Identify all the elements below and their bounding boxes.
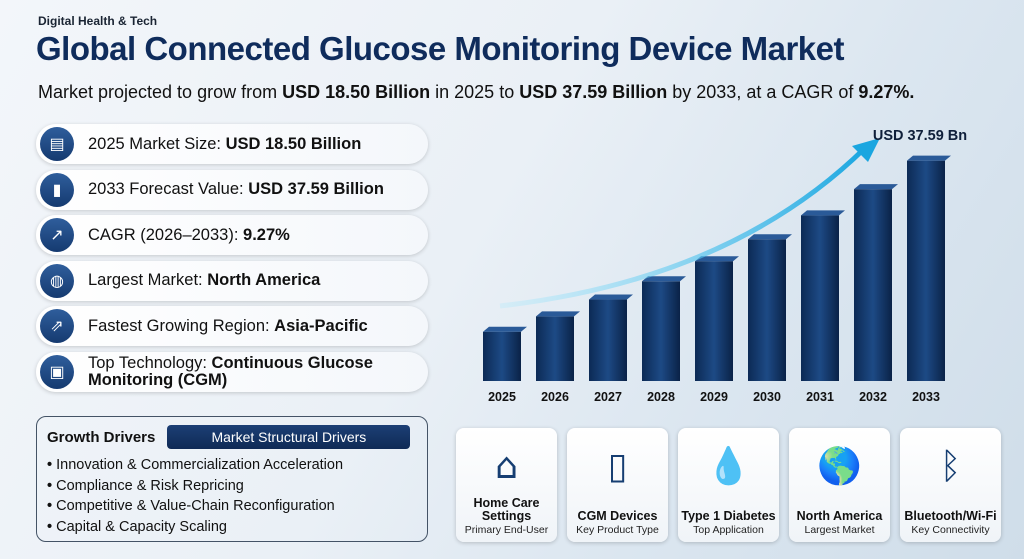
stat-value: Continuous Glucose Monitoring (CGM) (88, 353, 373, 389)
chip-icon: ▣ (40, 354, 74, 389)
bar-top-2026 (536, 311, 580, 317)
bar-top-2031 (801, 210, 845, 216)
bar-top-2025 (483, 326, 527, 332)
stat-text: Largest Market: North America (88, 272, 320, 289)
stat-label: 2033 Forecast Value: (88, 180, 249, 198)
x-tick-label: 2032 (859, 390, 887, 404)
bar-2028 (642, 281, 680, 381)
stat-item: ⇗ Fastest Growing Region: Asia-Pacific (36, 306, 428, 346)
x-tick-label: 2033 (912, 390, 940, 404)
x-tick-label: 2030 (753, 390, 781, 404)
x-tick-label: 2029 (700, 390, 728, 404)
stat-item: ▤ 2025 Market Size: USD 18.50 Billion (36, 124, 428, 164)
x-tick-label: 2028 (647, 390, 675, 404)
x-tick-label: 2025 (488, 390, 516, 404)
growth-arrow-line (499, 146, 867, 309)
x-tick-label: 2026 (541, 390, 569, 404)
stat-item: ▣ Top Technology: Continuous Glucose Moni… (36, 351, 428, 392)
card-subtitle: Primary End-User (464, 524, 549, 536)
card-title: Bluetooth/Wi-Fi (904, 509, 997, 523)
drivers-badge: Market Structural Drivers (167, 425, 411, 449)
home-care-icon: ⌂ (495, 445, 518, 487)
bar-top-2032 (854, 184, 898, 190)
card-title: Home Care Settings (473, 496, 540, 523)
x-tick-label: 2027 (594, 390, 622, 404)
stat-text: Top Technology: Continuous Glucose Monit… (88, 353, 428, 389)
stat-label: Fastest Growing Region: (88, 316, 275, 335)
briefcase-icon: ▤ (40, 127, 74, 161)
driver-item: Innovation & Commercialization Accelerat… (47, 455, 417, 476)
bar-2025 (483, 331, 521, 381)
glucose-meter-icon: ▯ (607, 445, 628, 487)
stat-text: 2033 Forecast Value: USD 37.59 Billion (88, 181, 384, 198)
stat-item: ↗ CAGR (2026–2033): 9.27% (36, 215, 428, 255)
stat-value: North America (207, 271, 321, 289)
card-title: North America (796, 509, 883, 523)
globe-icon: ◍ (40, 263, 74, 298)
bar-2032 (854, 189, 892, 381)
page-title: Global Connected Glucose Monitoring Devi… (36, 30, 844, 67)
driver-item: Compliance & Risk Repricing (47, 476, 417, 497)
stat-text: Fastest Growing Region: Asia-Pacific (88, 316, 368, 335)
subtitle-value-2025: USD 18.50 Billion (282, 82, 431, 102)
highlight-cards: ⌂ Home Care Settings Primary End-User ▯ CGM … (456, 428, 1001, 542)
subtitle-text: by 2033, at a CAGR of (667, 82, 859, 102)
bar-2031 (801, 215, 839, 381)
trend-up-icon: ⇗ (40, 309, 74, 343)
card-subtitle: Largest Market (804, 524, 875, 536)
driver-item: Competitive & Value-Chain Reconfiguratio… (47, 496, 417, 517)
bar-2029 (695, 261, 733, 381)
growth-drivers-panel: Growth Drivers Market Structural Drivers … (36, 416, 428, 542)
north-america-map-icon: 🌎 (817, 446, 862, 487)
market-bar-chart: 2025 2026 2027 2028 2029 2030 2031 2032 2033 USD … (483, 128, 967, 404)
highlight-card: ▯ CGM Devices Key Product Type (567, 428, 668, 542)
subtitle-text: in 2025 to (430, 82, 520, 102)
highlight-card: 🌎 North America Largest Market (789, 428, 890, 542)
insulin-check-icon: 💧 (706, 446, 751, 487)
card-subtitle: Top Application (693, 524, 764, 536)
card-title: CGM Devices (577, 509, 658, 523)
subtitle: Market projected to grow from USD 18.50 … (38, 82, 914, 103)
highlight-card: ᛒ Bluetooth/Wi-Fi Key Connectivity (900, 428, 1001, 542)
bar-top-2030 (748, 234, 792, 240)
stat-label: Largest Market: (88, 271, 208, 289)
growth-chart-icon: ↗ (40, 218, 74, 252)
stat-text: 2025 Market Size: USD 18.50 Billion (88, 134, 362, 153)
subtitle-value-2033: USD 37.59 Billion (519, 82, 668, 102)
highlight-card: ⌂ Home Care Settings Primary End-User (456, 428, 557, 542)
stat-value: Asia-Pacific (274, 316, 368, 335)
arrow-head-icon (852, 138, 880, 162)
bar-2026 (536, 316, 574, 381)
stat-item: ▮ 2033 Forecast Value: USD 37.59 Billion (36, 169, 428, 210)
stat-label: Top Technology: (88, 353, 212, 372)
stat-value: USD 18.50 Billion (225, 134, 362, 153)
bar-top-2033 (907, 155, 951, 161)
stat-text: CAGR (2026–2033): 9.27% (88, 225, 290, 244)
stat-value: 9.27% (243, 225, 290, 244)
card-subtitle: Key Connectivity (911, 524, 990, 536)
stat-label: 2025 Market Size: (88, 134, 226, 153)
bar-2033 (907, 160, 945, 381)
bar-2027 (589, 299, 627, 381)
bar-top-2028 (642, 276, 686, 282)
subtitle-cagr: 9.27%. (858, 82, 915, 102)
bar-chart-icon: ▮ (40, 172, 74, 207)
driver-item: Capital & Capacity Scaling (47, 517, 417, 538)
bluetooth-icon: ᛒ (939, 445, 962, 487)
max-value-annotation: USD 37.59 Bn (873, 128, 967, 144)
bar-2030 (748, 239, 786, 381)
bar-top-2027 (589, 294, 633, 300)
x-tick-label: 2031 (806, 390, 834, 404)
stat-item: ◍ Largest Market: North America (36, 260, 428, 301)
subtitle-text: Market projected to grow from (38, 82, 283, 102)
stat-value: USD 37.59 Billion (248, 180, 384, 198)
card-subtitle: Key Product Type (576, 524, 659, 536)
stat-label: CAGR (2026–2033): (88, 225, 244, 244)
stats-list: ▤ 2025 Market Size: USD 18.50 Billion ▮ 203… (36, 124, 428, 397)
highlight-card: 💧 Type 1 Diabetes Top Application (678, 428, 779, 542)
drivers-heading: Growth Drivers (47, 428, 156, 446)
card-title: Type 1 Diabetes (681, 509, 776, 523)
bar-top-2029 (695, 256, 739, 262)
category-tag: Digital Health & Tech (38, 14, 158, 28)
